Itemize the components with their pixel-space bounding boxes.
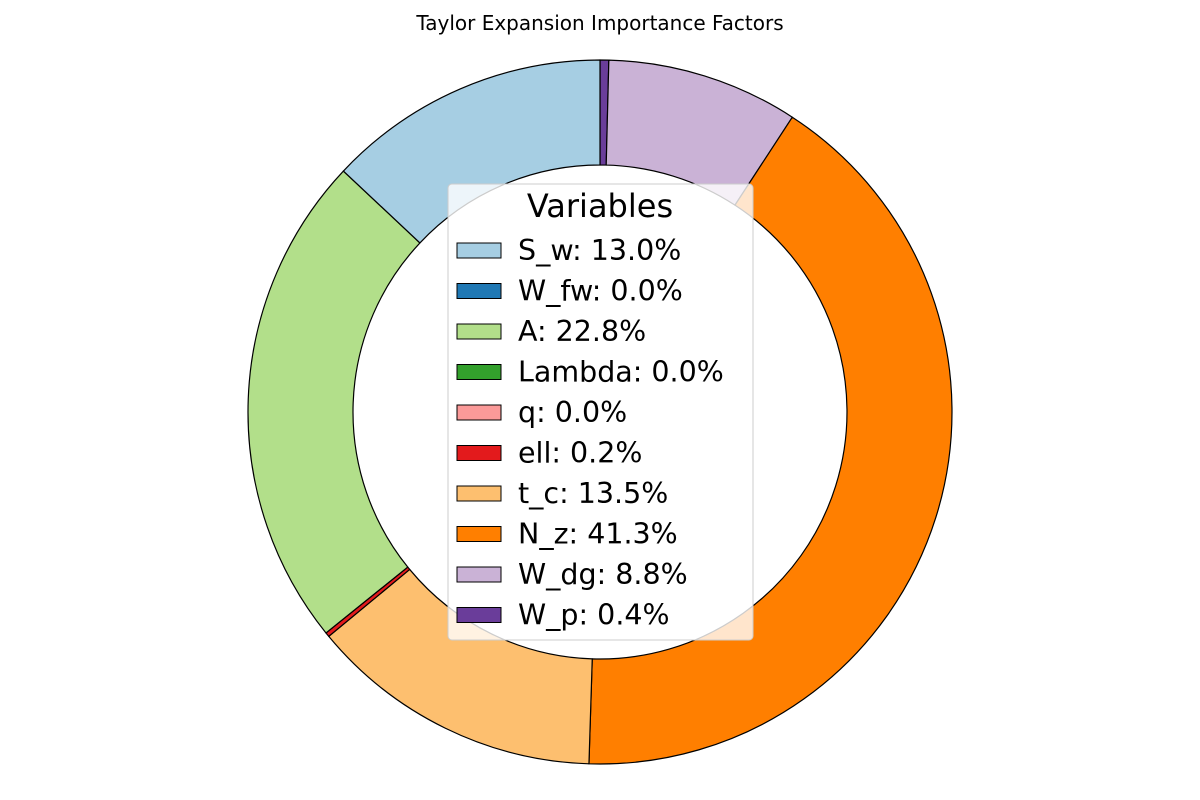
legend-swatch-Lambda: [456, 364, 502, 380]
legend-label-ell: ell: 0.2%: [518, 437, 642, 470]
legend: Variables S_w: 13.0% W_fw: 0.0% A: 22.8% La…: [447, 183, 754, 641]
slice-A: [247, 170, 421, 634]
legend-label-Lambda: Lambda: 0.0%: [518, 356, 724, 389]
legend-label-q: q: 0.0%: [518, 396, 627, 429]
slice-N_z: [588, 116, 953, 765]
legend-label-S_w: S_w: 13.0%: [518, 234, 681, 267]
legend-items: S_w: 13.0% W_fw: 0.0% A: 22.8% Lambda: 0.0%…: [456, 234, 724, 632]
legend-swatch-S_w: [456, 242, 502, 259]
legend-title: Variables: [527, 187, 673, 225]
legend-label-W_p: W_p: 0.4%: [518, 599, 670, 632]
legend-label-W_fw: W_fw: 0.0%: [518, 275, 683, 308]
legend-swatch-q: [456, 404, 502, 421]
legend-swatch-A: [456, 323, 502, 340]
legend-label-A: A: 22.8%: [518, 315, 646, 348]
legend-label-t_c: t_c: 13.5%: [518, 477, 668, 510]
donut-slices: [247, 59, 953, 765]
legend-swatch-W_dg: [456, 566, 502, 583]
legend-label-W_dg: W_dg: 8.8%: [518, 558, 688, 591]
legend-swatch-ell: [456, 445, 502, 461]
chart-title: Taylor Expansion Importance Factors: [415, 11, 783, 35]
legend-swatch-W_p: [456, 607, 502, 623]
legend-label-N_z: N_z: 41.3%: [518, 518, 678, 551]
legend-swatch-W_fw: [456, 283, 502, 299]
legend-swatch-t_c: [456, 485, 502, 502]
legend-swatch-N_z: [456, 526, 502, 542]
legend-frame: [447, 183, 754, 641]
